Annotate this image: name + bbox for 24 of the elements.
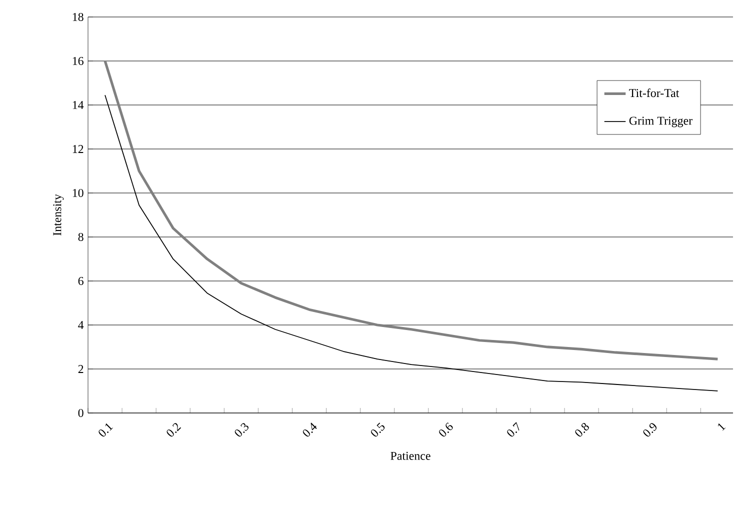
x-tick-label: 0.6 (439, 422, 453, 437)
x-tick-label: 1 (718, 423, 726, 431)
x-tick-label: 0.3 (234, 423, 248, 437)
y-tick-label: 4 (78, 321, 84, 329)
y-tick-label: 2 (78, 365, 84, 373)
y-axis-title: Intensity (53, 194, 64, 236)
x-tick-label: 0.9 (643, 423, 657, 437)
x-tick-label: 0.8 (575, 423, 589, 437)
x-tick-label: 0.4 (302, 422, 317, 437)
y-tick-label: 6 (78, 276, 84, 285)
legend-label: Grim Trigger (629, 116, 692, 128)
y-tick-label: 16 (72, 56, 84, 65)
legend-label: Tit-for-Tat (629, 88, 680, 98)
y-tick-label: 10 (72, 188, 84, 198)
y-tick-label: 0 (78, 408, 84, 418)
y-tick-label: 14 (72, 101, 84, 109)
y-tick-label: 18 (72, 12, 84, 22)
x-tick-label: 0.5 (371, 422, 385, 437)
x-tick-label: 0.1 (98, 423, 113, 437)
x-axis-title: Patience (390, 452, 430, 460)
y-tick-label: 8 (78, 232, 84, 242)
x-tick-label: 0.7 (507, 422, 520, 437)
y-tick-label: 12 (72, 145, 84, 153)
x-tick-label: 0.2 (166, 423, 182, 437)
